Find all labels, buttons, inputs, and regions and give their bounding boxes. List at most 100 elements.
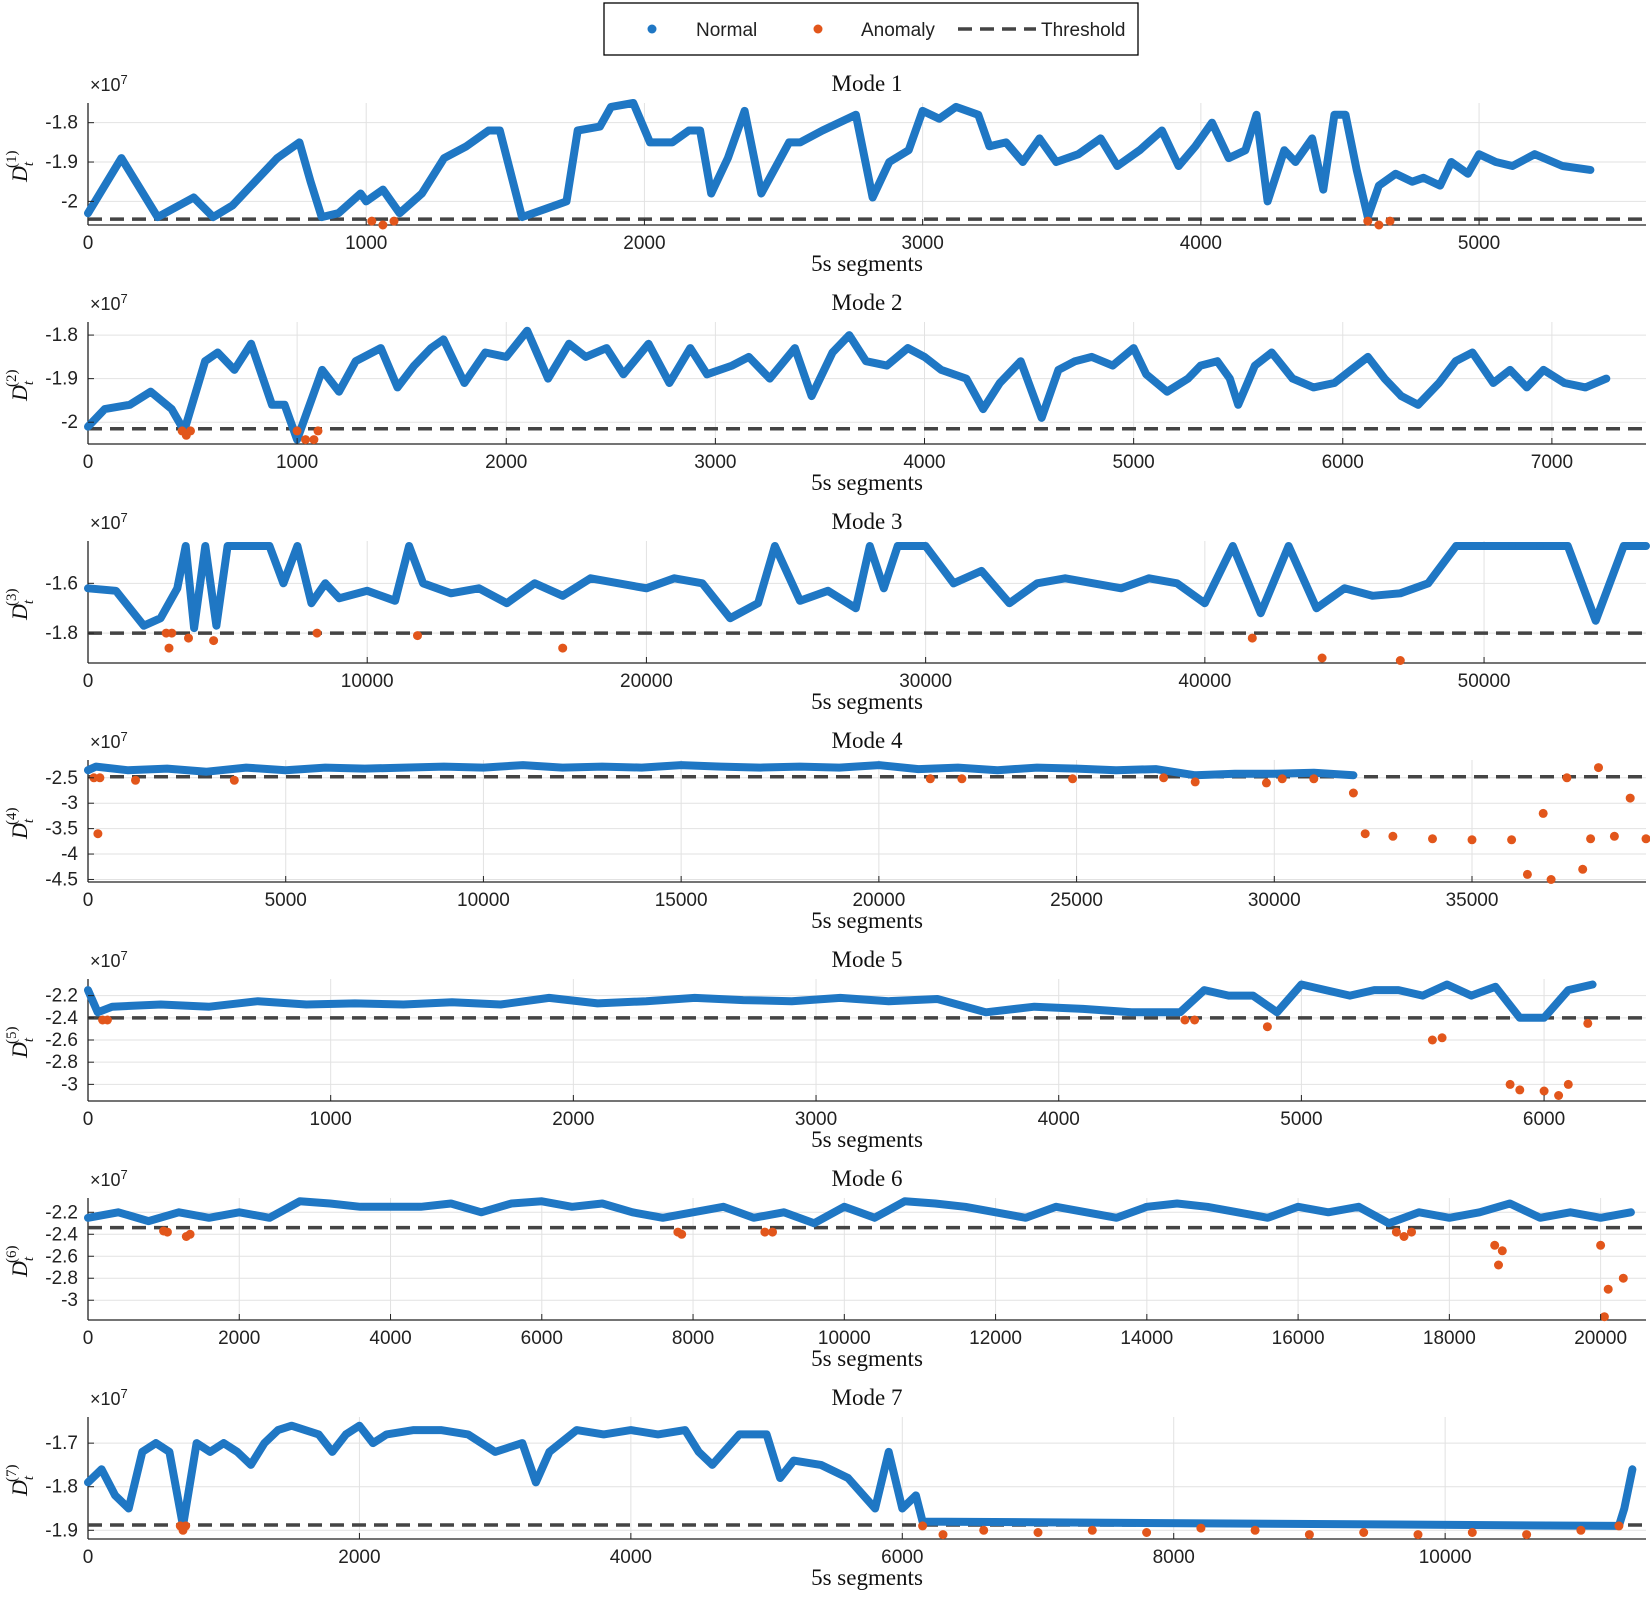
normal-point	[112, 587, 119, 594]
anomaly-point	[309, 435, 318, 444]
normal-point	[266, 543, 273, 550]
normal-point	[532, 1479, 539, 1486]
normal-point	[829, 349, 836, 356]
x-tick-label: 18000	[1423, 1328, 1476, 1349]
x-axis-label: 5s segments	[811, 251, 923, 276]
normal-point	[627, 1427, 634, 1434]
normal-point	[101, 406, 108, 413]
anomaly-point	[1547, 875, 1556, 884]
x-tick-label: 2000	[485, 452, 527, 473]
normal-point	[894, 543, 901, 550]
normal-point	[808, 393, 815, 400]
y-axis-label: Dt(2)	[4, 369, 37, 402]
normal-point	[206, 1214, 213, 1221]
y-tick-label: -2.5	[45, 768, 78, 789]
normal-point	[717, 763, 724, 770]
normal-point	[449, 999, 456, 1006]
normal-point	[599, 763, 606, 770]
normal-point	[394, 384, 401, 391]
normal-point	[880, 585, 887, 592]
normal-point	[1420, 174, 1427, 181]
anomaly-point	[184, 634, 193, 643]
normal-point	[1643, 543, 1650, 550]
normal-point	[202, 358, 209, 365]
x-tick-label: 2000	[552, 1109, 594, 1130]
normal-point	[1469, 349, 1476, 356]
normal-point	[797, 597, 804, 604]
y-axis-label-subscript: t	[21, 1475, 37, 1480]
normal-point	[1253, 111, 1260, 118]
normal-point	[496, 127, 503, 134]
normal-point	[569, 1203, 576, 1210]
normal-point	[1072, 358, 1079, 365]
normal-point	[281, 401, 288, 408]
anomaly-point	[1610, 832, 1619, 841]
normal-point	[1257, 610, 1264, 617]
normal-point	[448, 590, 455, 597]
normal-point	[559, 592, 566, 599]
normal-point	[236, 1209, 243, 1216]
normal-point	[954, 764, 961, 771]
anomaly-point	[1428, 834, 1437, 843]
y-axis-label-subscript: t	[21, 380, 37, 385]
normal-point	[145, 1218, 152, 1225]
anomaly-point	[1262, 778, 1271, 787]
normal-point	[1567, 1209, 1574, 1216]
y-tick-label: -3	[61, 793, 78, 814]
normal-point	[519, 214, 526, 221]
normal-point	[978, 567, 985, 574]
normal-point	[904, 345, 911, 352]
anomaly-point	[1522, 1530, 1531, 1539]
anomaly-point	[367, 217, 376, 226]
normal-point	[582, 353, 589, 360]
normal-point	[1592, 617, 1599, 624]
normal-point	[1075, 151, 1082, 158]
normal-point	[342, 1431, 349, 1438]
normal-point	[357, 190, 364, 197]
normal-point	[1003, 139, 1010, 146]
normal-point	[615, 580, 622, 587]
normal-point	[296, 139, 303, 146]
normal-point	[638, 764, 645, 771]
normal-point	[266, 1214, 273, 1221]
anomaly-point	[1248, 634, 1257, 643]
x-tick-label: 35000	[1446, 890, 1499, 911]
x-tick-label: 4000	[1180, 233, 1222, 254]
normal-point	[1331, 111, 1338, 118]
x-tick-label: 2000	[218, 1328, 260, 1349]
normal-point	[418, 190, 425, 197]
anomaly-point	[1604, 1285, 1613, 1294]
normal-point	[329, 1448, 336, 1455]
y-tick-label: -2.8	[45, 1052, 78, 1073]
normal-point	[1582, 384, 1589, 391]
x-tick-label: 30000	[1248, 890, 1301, 911]
normal-point	[643, 585, 650, 592]
normal-point	[519, 1440, 526, 1447]
normal-point	[98, 1466, 105, 1473]
normal-point	[788, 998, 795, 1005]
normal-point	[164, 765, 171, 772]
normal-point	[400, 1001, 407, 1008]
anomaly-point	[1600, 1312, 1609, 1321]
normal-point	[963, 375, 970, 382]
normal-point	[1320, 186, 1327, 193]
normal-point	[980, 406, 987, 413]
normal-point	[666, 380, 673, 387]
y-axis-label: Dt(1)	[4, 150, 37, 183]
normal-point	[922, 543, 929, 550]
normal-point	[934, 996, 941, 1003]
normal-point	[1109, 362, 1116, 369]
anomaly-point	[1506, 1080, 1515, 1089]
y-exponent-label: ×107	[90, 1167, 128, 1190]
normal-point	[351, 1000, 358, 1007]
normal-point	[1197, 362, 1204, 369]
normal-point	[319, 366, 326, 373]
normal-point	[1038, 414, 1045, 421]
normal-point	[85, 423, 92, 430]
series-line-normal	[88, 331, 1606, 440]
y-axis-label-subscript: t	[21, 1256, 37, 1261]
normal-point	[1298, 981, 1305, 988]
normal-point	[1034, 764, 1041, 771]
anomaly-point	[209, 636, 218, 645]
legend: Normal Anomaly Threshold	[604, 3, 1138, 55]
